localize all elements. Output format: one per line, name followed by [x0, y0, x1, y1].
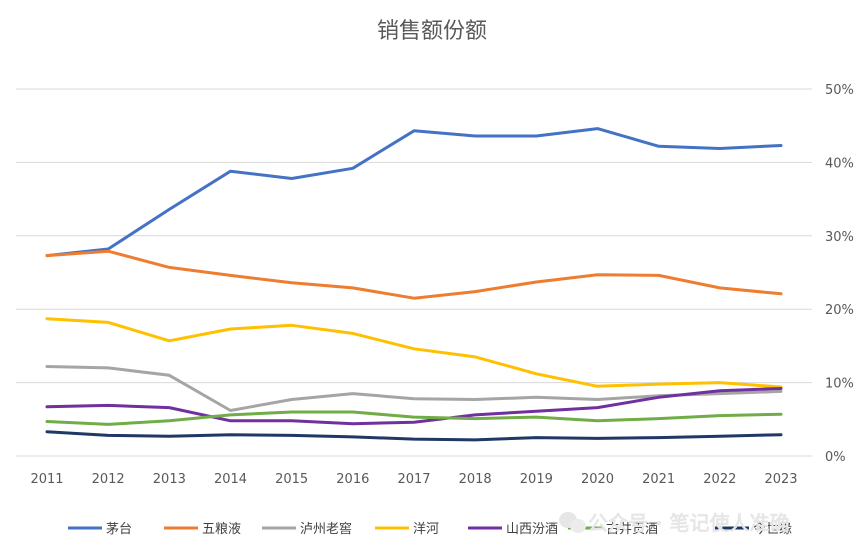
y-axis-ticks: 0% 10% 20% 30% 40% 50%: [825, 83, 854, 465]
x-tick-label: 2020: [581, 472, 614, 487]
x-tick-label: 2014: [214, 472, 247, 487]
series-line-洋河: [45, 317, 783, 389]
y-tick-label: 20%: [825, 303, 854, 318]
series-lines: [45, 127, 783, 442]
y-tick-label: 40%: [825, 156, 854, 171]
legend-label: 洋河: [413, 522, 439, 537]
x-tick-label: 2022: [703, 472, 736, 487]
x-tick-label: 2015: [275, 472, 308, 487]
legend: 茅台 五粮液 泸州老窖 洋河 山西汾酒 古井贡酒 今世缘: [68, 521, 792, 537]
chart-title: 销售额份额: [377, 19, 487, 44]
x-tick-label: 2021: [642, 472, 675, 487]
x-tick-label: 2017: [397, 472, 430, 487]
y-tick-label: 30%: [825, 230, 854, 245]
grid-lines: [16, 88, 812, 457]
legend-label: 今世缘: [753, 521, 792, 537]
y-tick-label: 10%: [825, 377, 854, 392]
series-line-茅台: [45, 127, 783, 258]
x-tick-label: 2012: [92, 472, 125, 487]
x-tick-label: 2011: [30, 472, 63, 487]
legend-label: 五粮液: [202, 522, 241, 537]
y-tick-label: 0%: [825, 450, 846, 465]
x-tick-label: 2013: [153, 472, 186, 487]
series-line-今世缘: [45, 430, 783, 442]
x-tick-label: 2019: [520, 472, 553, 487]
wechat-icon: [559, 512, 586, 533]
x-tick-label: 2023: [764, 472, 797, 487]
series-line-山西汾酒: [45, 387, 783, 426]
legend-label: 茅台: [106, 522, 132, 537]
x-tick-label: 2016: [336, 472, 369, 487]
x-tick-label: 2018: [459, 472, 492, 487]
watermark: 公众号 · 笔记使人准确: [559, 511, 790, 535]
series-line-五粮液: [45, 249, 783, 300]
y-tick-label: 50%: [825, 83, 854, 98]
legend-label: 古井贡酒: [606, 522, 658, 537]
x-axis-ticks: 2011 2012 2013 2014 2015 2016 2017 2018 2019 2020…: [30, 472, 797, 487]
legend-label: 泸州老窖: [300, 521, 352, 537]
watermark-text: 公众号 · 笔记使人准确: [588, 511, 790, 535]
series-line-古井贡酒: [45, 410, 783, 426]
series-line-泸州老窖: [45, 365, 783, 412]
legend-label: 山西汾酒: [506, 522, 558, 537]
